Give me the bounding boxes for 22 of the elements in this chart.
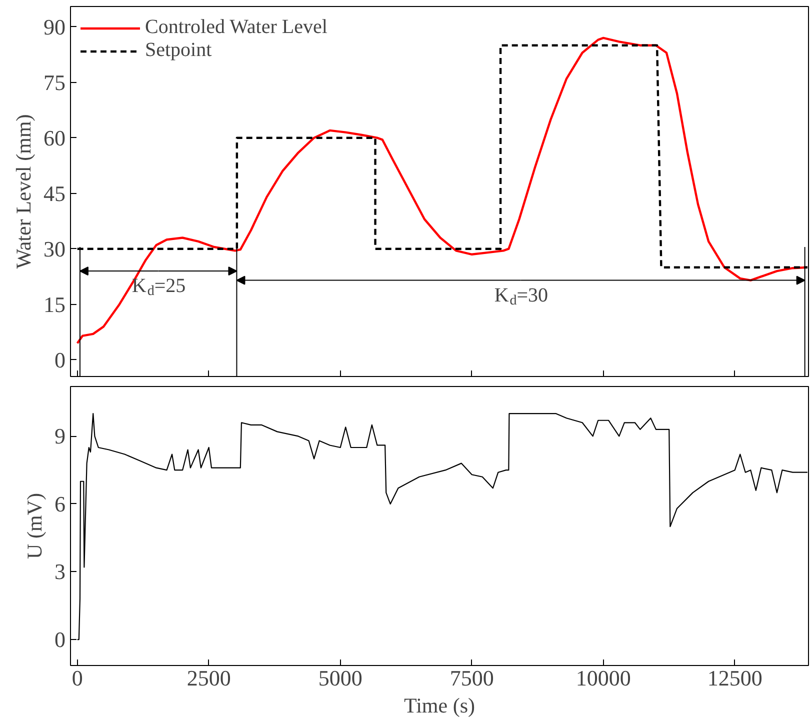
x-tick-label: 7500 xyxy=(450,666,494,690)
y-axis-title: U (mV) xyxy=(22,493,46,559)
y-tick-label: 60 xyxy=(44,125,66,150)
x-tick-label: 12500 xyxy=(707,666,762,690)
y-tick-label: 6 xyxy=(54,491,66,516)
y-tick-label: 90 xyxy=(44,14,66,40)
y-axis-title: Water Level (mm) xyxy=(12,114,36,269)
x-tick-label: 5000 xyxy=(318,666,362,690)
y-tick-label: 0 xyxy=(54,347,66,372)
y-tick-label: 0 xyxy=(54,627,66,652)
x-axis-title: Time (s) xyxy=(404,694,476,718)
legend-label: Setpoint xyxy=(145,39,212,62)
y-tick-label: 75 xyxy=(44,70,66,95)
y-tick-label: 3 xyxy=(54,559,66,584)
x-tick-label: 2500 xyxy=(186,666,231,690)
y-tick-label: 30 xyxy=(44,236,66,262)
y-tick-label: 15 xyxy=(44,292,66,317)
y-tick-label: 45 xyxy=(44,180,66,206)
x-tick-label: 0 xyxy=(72,666,83,690)
y-tick-label: 9 xyxy=(54,424,66,449)
x-tick-label: 10000 xyxy=(576,666,631,690)
legend-label: Controled Water Level xyxy=(145,16,328,39)
